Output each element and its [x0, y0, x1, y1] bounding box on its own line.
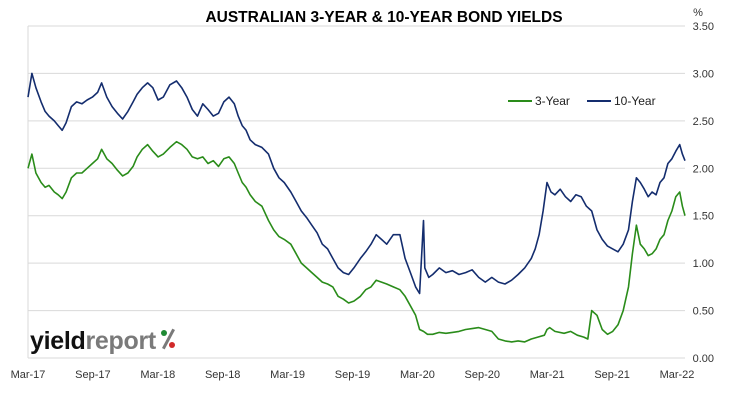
logo-word-report: report	[85, 327, 156, 355]
x-tick-label: Mar-20	[400, 369, 435, 381]
y-tick-label: 1.00	[693, 258, 714, 270]
series-line-10-year	[27, 72, 686, 295]
yieldreport-logo: yieldreport	[30, 328, 176, 354]
y-tick-label: 0.50	[693, 306, 714, 318]
x-tick-label: Mar-17	[11, 369, 46, 381]
x-tick-label: Mar-18	[140, 369, 175, 381]
legend: 3-Year 10-Year	[508, 94, 656, 108]
series-line-3-year	[27, 140, 686, 343]
y-tick-label: 2.00	[693, 163, 714, 175]
legend-label: 3-Year	[535, 94, 570, 108]
x-tick-label: Sep-21	[594, 369, 629, 381]
x-tick-label: Mar-19	[270, 369, 305, 381]
x-tick-label: Sep-17	[75, 369, 110, 381]
y-tick-label: 0.00	[693, 353, 714, 365]
percent-logo-icon	[160, 328, 176, 350]
y-tick-label: 3.50	[693, 21, 714, 33]
y-axis-unit-label: %	[693, 7, 703, 19]
legend-label: 10-Year	[614, 94, 656, 108]
logo-word-yield: yield	[30, 327, 86, 355]
x-tick-label: Sep-19	[335, 369, 370, 381]
y-tick-label: 1.50	[693, 211, 714, 223]
x-axis-ticks: Mar-17 Sep-17 Mar-18 Sep-18 Mar-19 Sep-19 Mar-…	[11, 369, 695, 381]
chart-title: AUSTRALIAN 3-YEAR & 10-YEAR BOND YIELDS	[205, 9, 562, 26]
series-lines	[27, 72, 686, 343]
y-tick-label: 2.50	[693, 116, 714, 128]
x-tick-label: Sep-20	[465, 369, 500, 381]
y-axis-ticks: 0.00 0.50 1.00 1.50 2.00 2.50 3.00 3.50	[693, 21, 714, 365]
y-tick-label: 3.00	[693, 68, 714, 80]
x-tick-label: Mar-22	[660, 369, 695, 381]
gridlines	[27, 25, 685, 359]
x-tick-label: Mar-21	[530, 369, 565, 381]
x-tick-label: Sep-18	[205, 369, 240, 381]
